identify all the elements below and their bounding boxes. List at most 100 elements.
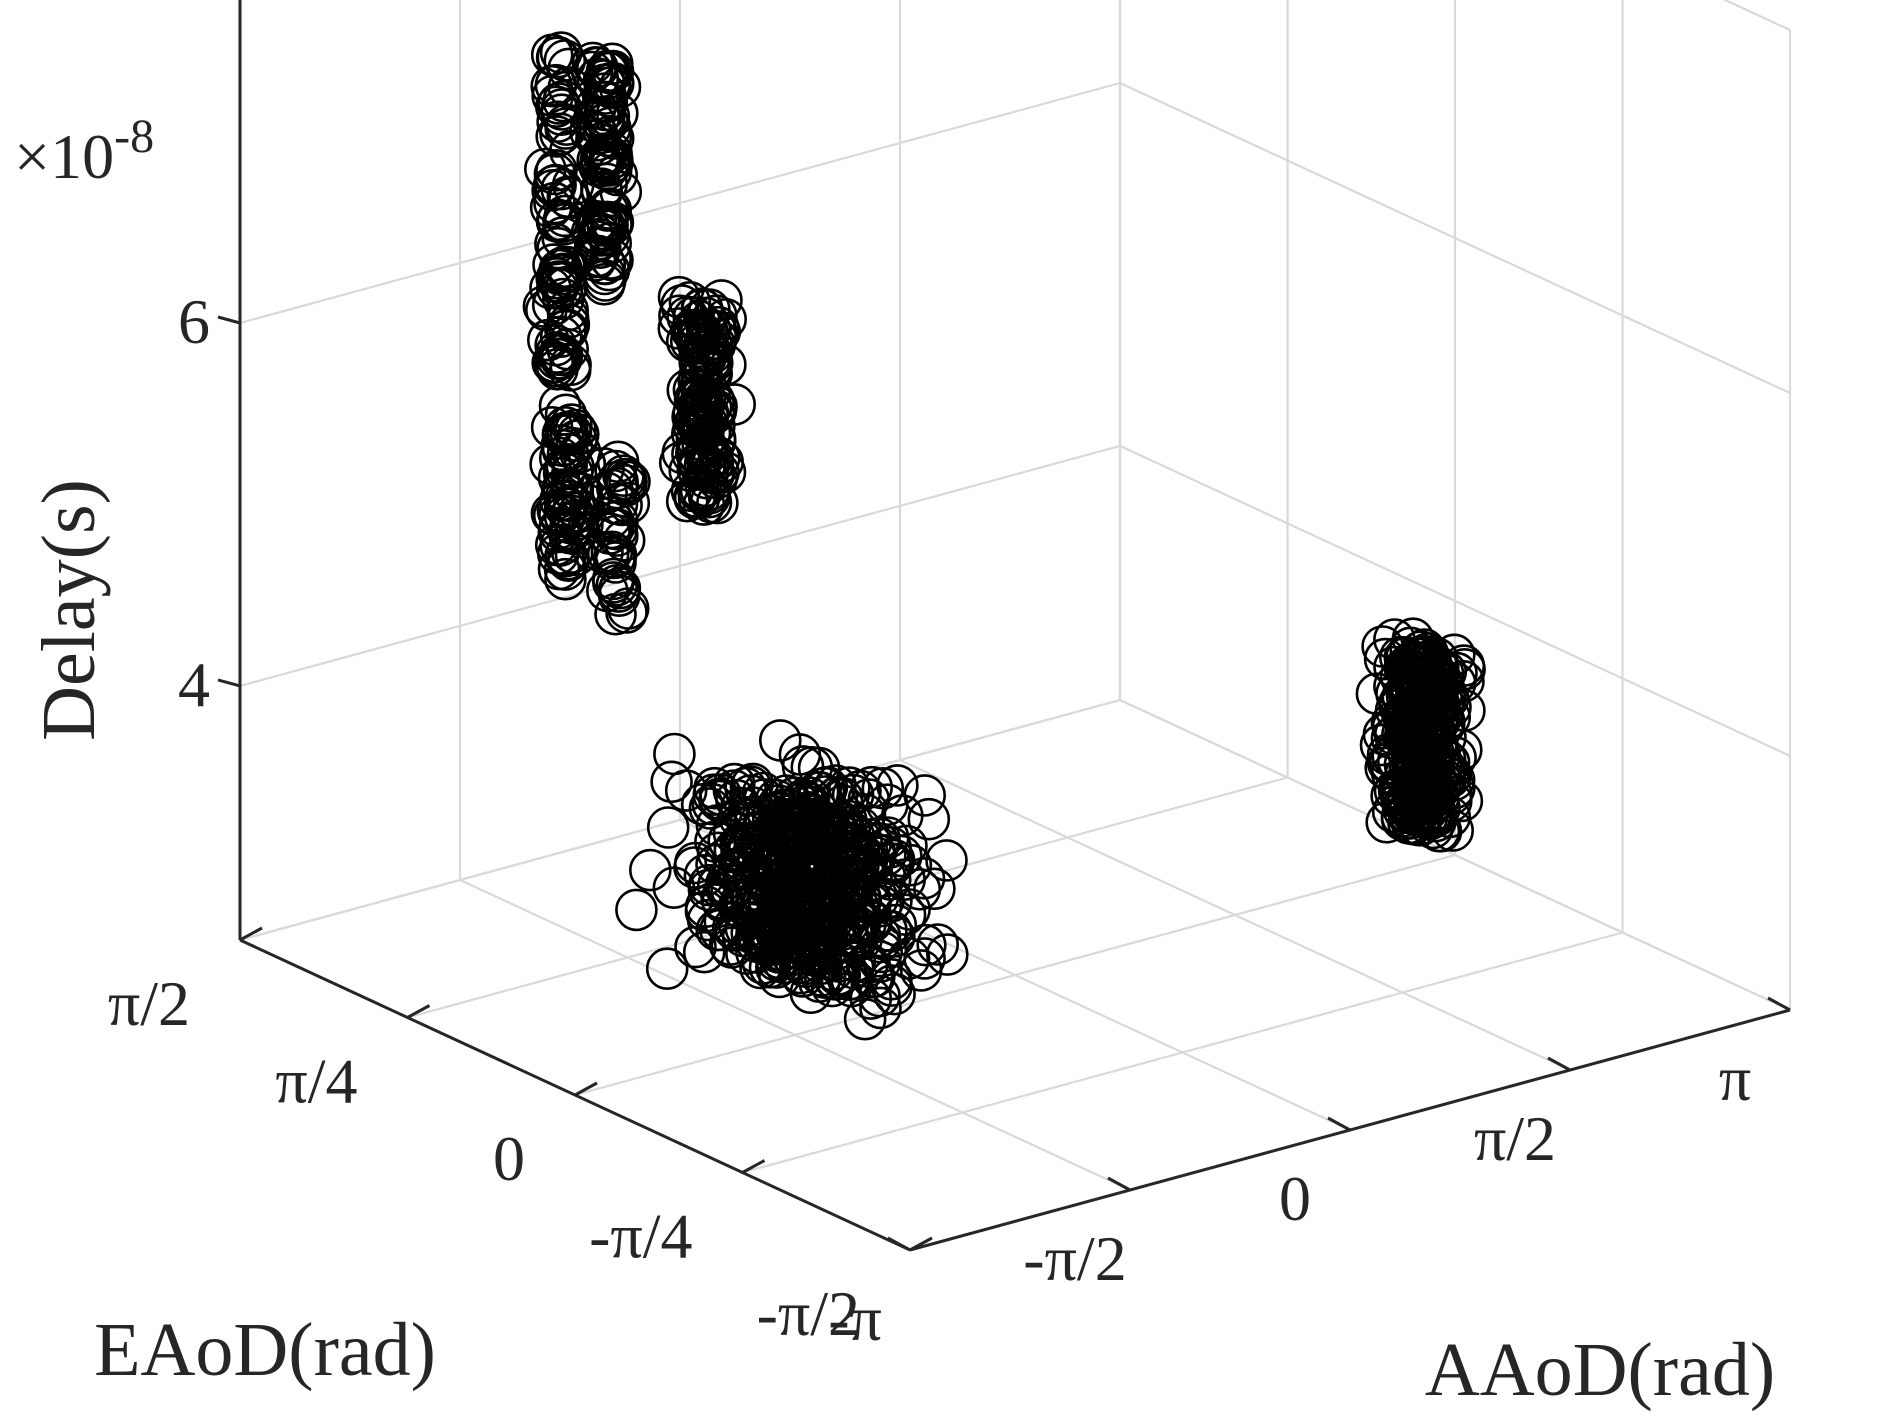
x-tick-mark (1767, 996, 1791, 1012)
data-point-cluster-4 (539, 315, 583, 359)
data-point-cluster-1 (695, 908, 739, 952)
data-point-cluster-1 (726, 826, 770, 869)
data-point-cluster-7 (606, 587, 650, 630)
floor-grid-y (742, 931, 1623, 1174)
data-point-cluster-1 (646, 806, 690, 849)
data-point-cluster-4 (546, 296, 590, 340)
data-point-cluster-1 (795, 882, 839, 925)
y-tick-label: -π/4 (589, 1201, 692, 1272)
data-point-cluster-5 (577, 95, 621, 139)
data-point-cluster-4 (532, 164, 576, 208)
y-tick-label: -π/2 (757, 1278, 860, 1349)
data-point-cluster-1 (830, 964, 873, 1008)
data-point-cluster-7 (603, 457, 647, 501)
data-point-cluster-4 (535, 149, 578, 192)
data-point-cluster-1 (653, 732, 696, 776)
data-point-cluster-6 (677, 312, 721, 355)
data-point-cluster-1 (768, 881, 812, 925)
wall-grid-z-right (1119, 82, 1791, 394)
data-point-cluster-7 (591, 557, 635, 601)
data-point-cluster-1 (916, 923, 960, 966)
data-point-cluster-5 (588, 106, 632, 150)
x-axis-label: AAoD(rad) (1425, 1328, 1775, 1412)
data-point-cluster-1 (883, 893, 927, 937)
data-point-cluster-7 (594, 541, 637, 584)
y-tick-label: π/2 (108, 968, 190, 1039)
axes (217, 0, 1791, 1252)
data-point-cluster-4 (537, 82, 580, 125)
z-tick-label: 4 (178, 649, 210, 720)
data-point-cluster-7 (595, 563, 639, 607)
data-point-cluster-1 (902, 856, 946, 900)
y-tick-mark (574, 1081, 598, 1097)
data-point-cluster-4 (546, 175, 590, 219)
data-point-cluster-1 (778, 733, 822, 776)
data-point-cluster-1 (880, 834, 923, 878)
data-point-cluster-1 (729, 774, 772, 817)
data-point-cluster-1 (652, 866, 696, 910)
z-exponent-base: ×10 (14, 121, 114, 192)
data-point-cluster-7 (607, 481, 651, 525)
data-point-cluster-2 (1406, 713, 1449, 756)
x-tick-mark (1547, 1056, 1571, 1072)
data-point-cluster-6 (676, 374, 720, 418)
x-tick-label: -π (828, 1283, 882, 1354)
data-point-cluster-6 (679, 344, 723, 387)
data-point-cluster-1 (857, 822, 901, 865)
data-point-cluster-1 (739, 874, 783, 918)
data-point-cluster-1 (748, 945, 792, 989)
data-point-cluster-6 (685, 456, 729, 500)
data-point-cluster-2 (1393, 651, 1436, 695)
z-exponent-label: ×10-8 (14, 110, 154, 192)
data-point-cluster-6 (675, 417, 719, 461)
data-point-cluster-1 (645, 947, 689, 991)
data-point-cluster-2 (1404, 737, 1447, 781)
data-point-cluster-1 (773, 776, 817, 820)
data-point-cluster-7 (598, 566, 642, 610)
data-point-cluster-1 (688, 787, 732, 830)
data-point-cluster-1 (858, 940, 902, 983)
y-tick-mark (406, 1004, 431, 1019)
x-tick-label: -π/2 (1023, 1223, 1126, 1294)
data-point-cluster-1 (889, 843, 933, 887)
data-point-cluster-1 (680, 782, 724, 826)
data-point-cluster-3 (534, 523, 578, 567)
data-point-cluster-2 (1396, 770, 1439, 813)
data-point-cluster-3 (544, 557, 587, 601)
data-point-cluster-6 (692, 452, 736, 495)
data-point-cluster-1 (674, 925, 717, 969)
y-tick-label: 0 (493, 1123, 525, 1194)
data-point-cluster-4 (532, 243, 575, 286)
data-point-cluster-2 (1400, 793, 1444, 837)
data-point-cluster-1 (843, 793, 887, 836)
data-point-cluster-5 (586, 100, 629, 144)
data-point-cluster-1 (736, 841, 780, 884)
data-point-cluster-1 (820, 815, 864, 858)
data-point-cluster-2 (1391, 617, 1435, 661)
data-point-cluster-3 (541, 469, 585, 513)
floor-back-edge (239, 698, 1121, 942)
floor-right-edge (1119, 699, 1791, 1011)
data-point-cluster-6 (680, 389, 724, 433)
data-point-cluster-1 (772, 821, 816, 864)
data-point-cluster-6 (681, 423, 725, 467)
data-point-cluster-1 (796, 916, 840, 960)
data-point-cluster-1 (821, 872, 864, 916)
data-point-cluster-1 (832, 814, 876, 858)
x-tick-label: π/2 (1474, 1103, 1556, 1174)
data-point-cluster-1 (802, 766, 846, 810)
data-point-cluster-1 (683, 853, 727, 897)
data-point-cluster-1 (859, 986, 902, 1030)
axis-labels: AAoD(rad) EAoD(rad) Delay(s) ×10-8 -π-π/… (14, 110, 1775, 1412)
data-point-cluster-1 (796, 928, 840, 972)
x-tick-mark (887, 1236, 911, 1252)
data-point-cluster-7 (596, 440, 640, 484)
data-point-cluster-2 (1443, 647, 1486, 691)
data-point-cluster-2 (1427, 751, 1470, 794)
data-point-cluster-1 (732, 804, 775, 847)
data-point-cluster-1 (755, 939, 798, 982)
data-point-cluster-3 (546, 413, 590, 457)
data-point-cluster-2 (1405, 702, 1449, 746)
data-point-cluster-4 (548, 177, 591, 220)
data-points (522, 31, 1486, 1041)
